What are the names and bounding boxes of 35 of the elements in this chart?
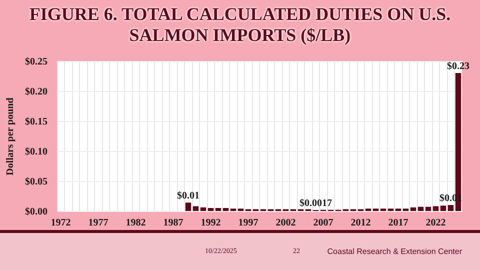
data-label: $0.01 [177, 190, 200, 202]
x-tick-label: 1972 [50, 218, 71, 228]
y-tick-label: $0.05 [25, 176, 48, 188]
x-tick-label: 1992 [200, 218, 221, 228]
y-tick-label: $0.10 [25, 146, 48, 158]
data-label: $0.23 [447, 61, 470, 72]
bar [440, 206, 446, 211]
x-tick-label: 1977 [88, 218, 108, 228]
x-tick-label: 2002 [276, 218, 296, 228]
x-tick-label: 1987 [163, 218, 184, 228]
bar [185, 202, 192, 211]
bar [448, 205, 454, 211]
data-label: $0.0017 [300, 198, 332, 209]
x-tick-label: 1982 [126, 218, 146, 228]
x-tick-label: 1997 [238, 218, 258, 228]
y-tick-label: $0.20 [25, 86, 48, 98]
bar [222, 208, 229, 211]
x-tick-label: 2012 [350, 218, 371, 228]
bar [192, 206, 199, 211]
y-axis-title: Dollars per pound [5, 97, 16, 176]
y-tick-label: $0.00 [25, 206, 48, 218]
y-tick-label: $0.25 [25, 56, 48, 68]
x-tick-label: 2017 [388, 218, 408, 228]
bar [432, 206, 439, 211]
bar [200, 207, 206, 211]
bar [208, 208, 214, 211]
x-tick-label: 2022 [426, 218, 446, 228]
chart-title: FIGURE 6. TOTAL CALCULATED DUTIES ON U.S. SALMON IMPORTS ($/LB) [28, 3, 452, 47]
bar [215, 208, 222, 211]
bar [425, 206, 432, 211]
text: Coastal Research & Extension Center [327, 247, 462, 256]
bar [418, 206, 424, 211]
y-tick-label: $0.15 [25, 116, 48, 128]
bar [410, 207, 416, 211]
x-tick-label: 2007 [313, 218, 334, 228]
